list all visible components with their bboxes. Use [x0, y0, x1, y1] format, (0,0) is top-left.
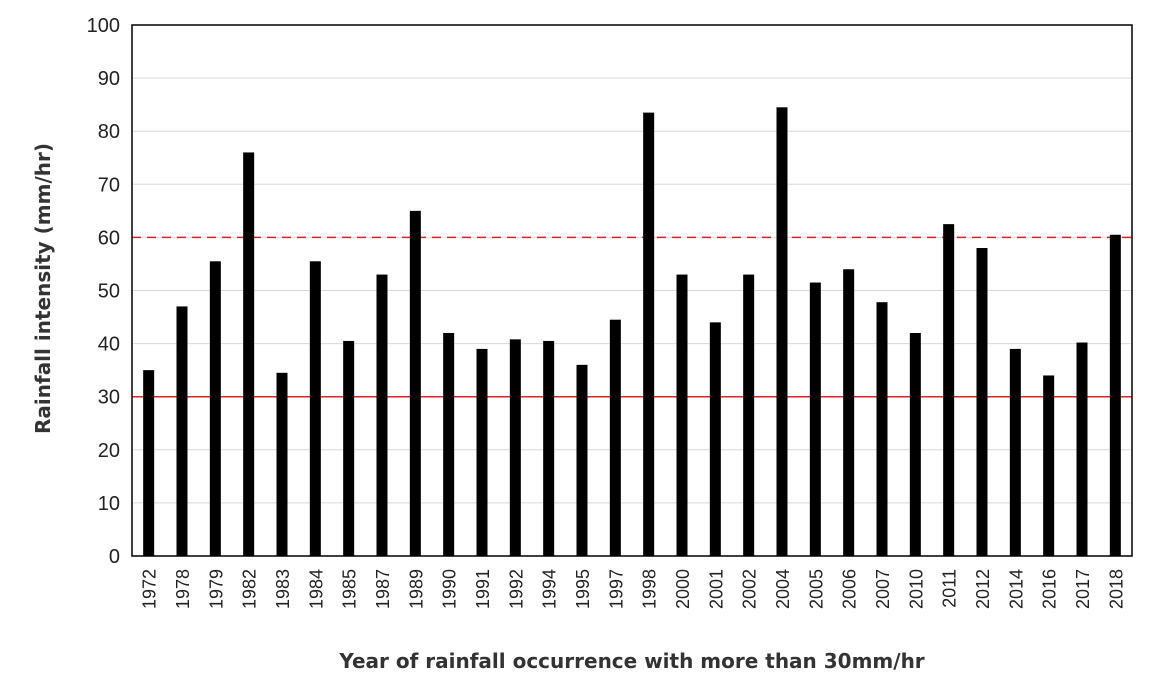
bar — [709, 322, 721, 556]
bar — [909, 332, 921, 556]
bar — [743, 274, 755, 556]
y-tick-label: 10 — [98, 493, 120, 515]
y-tick-label: 40 — [98, 334, 120, 356]
y-tick-label: 70 — [98, 174, 120, 196]
bar — [643, 112, 655, 557]
bar — [776, 107, 788, 557]
bars — [143, 107, 1121, 557]
x-tick-label: 1978 — [173, 569, 193, 609]
x-tick-label: 2006 — [840, 569, 860, 609]
bar — [309, 261, 321, 556]
x-tick-label: 2004 — [773, 569, 793, 609]
bar — [1043, 375, 1055, 556]
x-tick-label: 2002 — [740, 569, 760, 609]
bar — [876, 302, 888, 556]
bar — [509, 339, 521, 556]
x-tick-label: 1994 — [540, 569, 560, 609]
y-tick-label: 60 — [98, 227, 120, 249]
x-axis-title: Year of rainfall occurrence with more th… — [338, 649, 924, 673]
x-tick-label: 2010 — [906, 569, 926, 609]
bar — [176, 306, 188, 556]
bar — [676, 274, 688, 556]
bar — [1076, 342, 1088, 556]
bar — [376, 274, 388, 556]
bar — [576, 364, 588, 556]
bar — [809, 282, 821, 556]
y-tick-label: 30 — [98, 387, 120, 409]
x-tick-label: 1989 — [406, 569, 426, 609]
reference-lines — [132, 236, 1132, 398]
bar — [476, 348, 488, 556]
x-tick-label: 2012 — [973, 569, 993, 609]
x-tick-label: 2000 — [673, 569, 693, 609]
x-tick-label: 1998 — [640, 569, 660, 609]
bar — [609, 319, 621, 556]
bar — [143, 370, 155, 556]
x-tick-label: 1995 — [573, 569, 593, 609]
bar — [209, 261, 221, 556]
x-tick-label: 1983 — [273, 569, 293, 609]
x-tick-labels: 1972 1978 1979 1982 1983 1984 1985 1987 1989 1990… — [140, 569, 1127, 609]
x-tick-label: 2007 — [873, 569, 893, 609]
x-tick-label: 1990 — [440, 569, 460, 609]
x-tick-label: 1991 — [473, 569, 493, 609]
x-tick-label: 2011 — [940, 569, 960, 608]
y-tick-label: 90 — [98, 68, 120, 90]
x-tick-label: 2016 — [1040, 569, 1060, 609]
bar — [443, 332, 455, 556]
x-tick-label: 1992 — [506, 569, 526, 609]
bar — [1109, 234, 1121, 556]
bar — [276, 372, 288, 556]
bar — [976, 248, 988, 556]
bar — [543, 340, 555, 556]
plot-frame — [131, 24, 1133, 557]
x-tick-label: 1972 — [140, 569, 160, 609]
x-tick-label: 2005 — [806, 569, 826, 609]
x-tick-label: 1987 — [373, 569, 393, 609]
y-tick-label: 100 — [87, 15, 120, 37]
x-tick-label: 2018 — [1106, 569, 1126, 609]
x-tick-label: 2001 — [706, 569, 726, 609]
x-tick-label: 1984 — [306, 569, 326, 609]
bar — [409, 210, 421, 556]
y-tick-label: 20 — [98, 440, 120, 462]
x-tick-label: 1997 — [606, 569, 626, 609]
y-tick-labels: 0 10 20 30 40 50 60 70 80 90 100 — [87, 15, 120, 568]
bar — [843, 269, 855, 556]
bar — [1009, 348, 1021, 556]
bar — [243, 152, 255, 556]
bar — [943, 224, 955, 556]
x-tick-label: 1985 — [340, 569, 360, 609]
y-tick-label: 50 — [98, 281, 120, 303]
y-tick-label: 80 — [98, 121, 120, 143]
x-tick-label: 2017 — [1073, 569, 1093, 609]
bar — [343, 340, 355, 556]
x-tick-label: 2014 — [1006, 569, 1026, 609]
y-axis-title: Rainfall intensity (mm/hr) — [31, 143, 55, 434]
y-tick-label: 0 — [109, 546, 120, 568]
x-tick-label: 1979 — [206, 569, 226, 609]
x-tick-label: 1982 — [240, 569, 260, 609]
